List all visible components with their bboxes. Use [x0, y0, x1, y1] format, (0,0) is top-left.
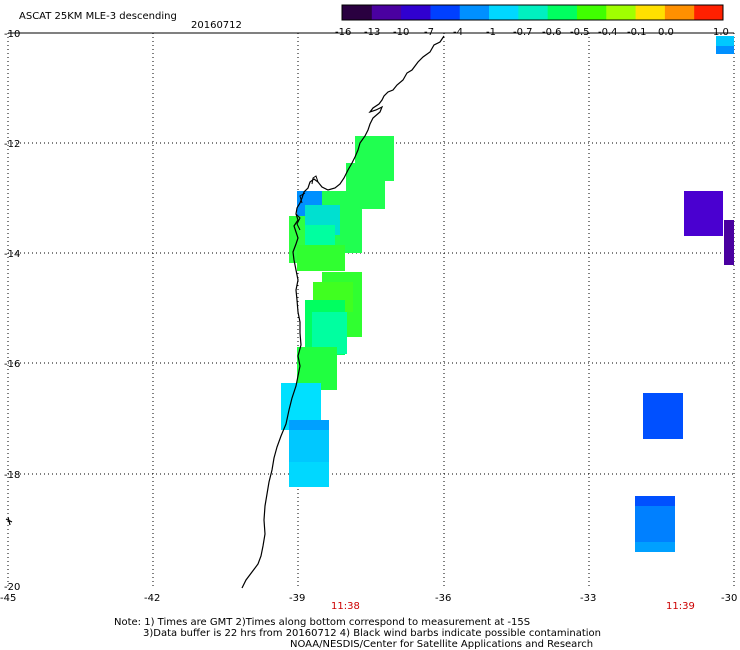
colorbar-segment [371, 5, 402, 20]
data-cell [635, 496, 675, 506]
lon-label: -33 [580, 593, 596, 604]
data-cell [297, 245, 345, 271]
colorbar-segment [635, 5, 665, 20]
longitude-labels: -45 -42 -39 -36 -33 -30 [0, 593, 737, 604]
colorbar-segment [488, 5, 519, 20]
colorbar-segment [547, 5, 577, 20]
latitude-labels: -10 -12 -14 -16 -18 -20 [4, 29, 20, 593]
data-cell [716, 36, 734, 46]
colorbar-segment [400, 5, 431, 20]
colorbar-segment [342, 5, 372, 20]
colorbar-segment [664, 5, 695, 20]
lon-label: -42 [144, 593, 160, 604]
colorbar-segment [459, 5, 490, 20]
lat-label: -14 [4, 249, 20, 260]
time-label: 11:38 [331, 601, 360, 612]
lon-label: -36 [435, 593, 451, 604]
data-cell [724, 220, 734, 265]
time-label: 11:39 [666, 601, 695, 612]
lat-label: -20 [4, 582, 20, 593]
data-cell [297, 347, 337, 390]
colorbar-segment [693, 5, 724, 20]
wind-cells [281, 36, 734, 552]
wind-barb-marker [5, 516, 13, 526]
data-cell [716, 46, 734, 54]
lat-label: -10 [4, 29, 20, 40]
lat-label: -18 [4, 470, 20, 481]
map-date: 20160712 [191, 20, 242, 31]
lon-label: -30 [721, 593, 737, 604]
data-cell [684, 191, 723, 236]
data-cell [643, 393, 683, 439]
lon-label: -39 [289, 593, 305, 604]
coastline-inlet [295, 175, 319, 231]
lat-label: -16 [4, 359, 20, 370]
note-line-3: NOAA/NESDIS/Center for Satellite Applica… [290, 639, 593, 650]
lat-label: -12 [4, 139, 20, 150]
colorbar-segment [576, 5, 607, 20]
colorbar-frame [341, 4, 724, 21]
data-cell [635, 506, 675, 542]
data-cell [289, 462, 329, 487]
note-line-1: Note: 1) Times are GMT 2)Times along bot… [114, 617, 530, 628]
gridlines [7, 33, 735, 587]
colorbar-segment [517, 5, 548, 20]
colorbar-segment [605, 5, 636, 20]
colorbar [341, 4, 724, 21]
note-line-2: 3)Data buffer is 22 hrs from 20160712 4)… [143, 628, 601, 639]
map-title: ASCAT 25KM MLE-3 descending [19, 11, 177, 22]
lon-label: -45 [0, 593, 16, 604]
data-cell [635, 542, 675, 552]
colorbar-segment [429, 5, 460, 20]
